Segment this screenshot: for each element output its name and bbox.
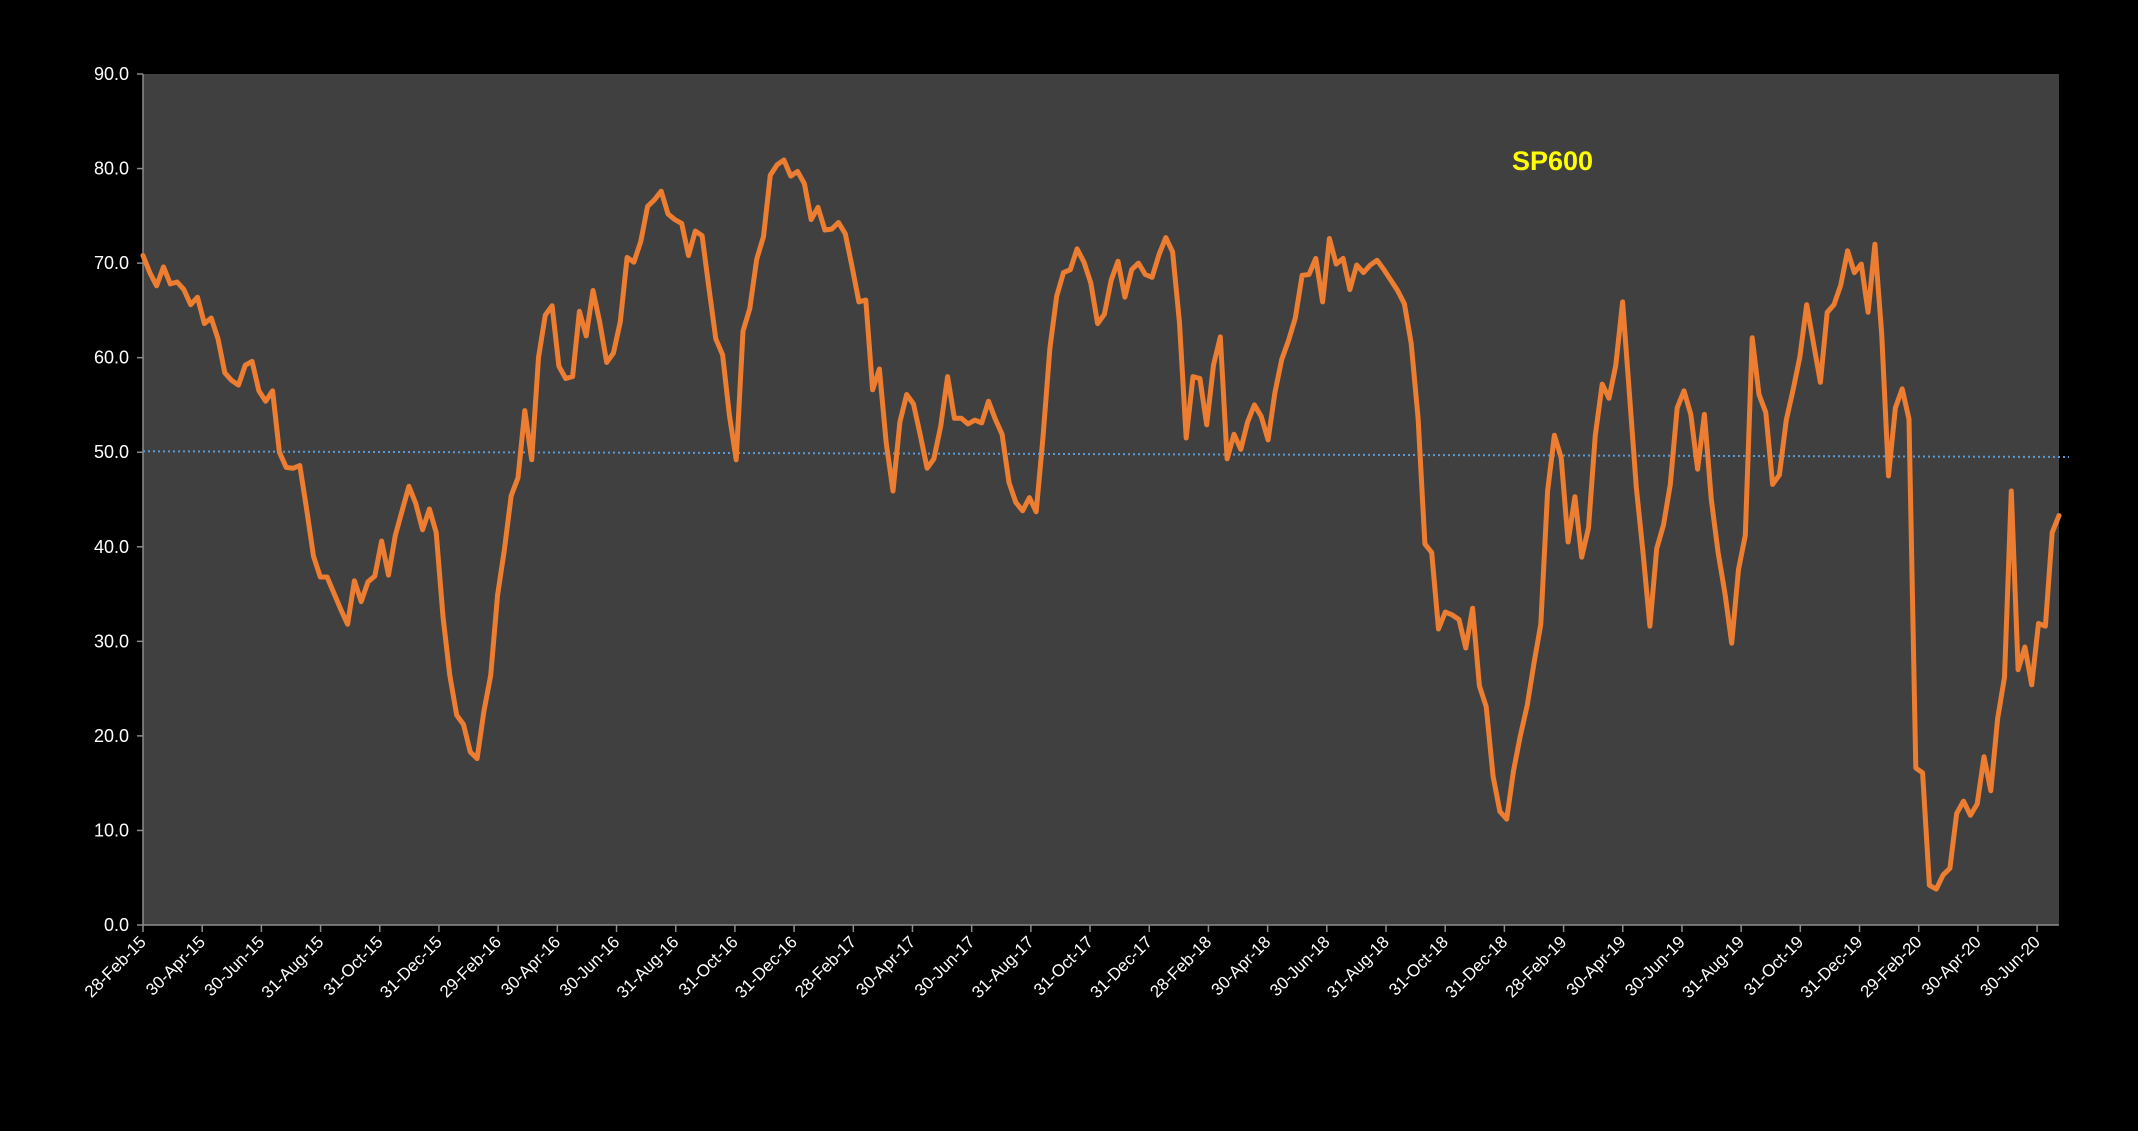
series-line-sp600 bbox=[140, 157, 2062, 892]
y-tick-label: 0.0 bbox=[104, 915, 129, 935]
plot-area bbox=[143, 74, 2059, 925]
y-tick-label: 80.0 bbox=[94, 159, 129, 179]
series-group bbox=[140, 157, 2062, 892]
y-tick-label: 50.0 bbox=[94, 442, 129, 462]
y-tick-label: 10.0 bbox=[94, 820, 129, 840]
y-tick-label: 30.0 bbox=[94, 631, 129, 651]
y-tick-label: 90.0 bbox=[94, 64, 129, 84]
y-tick-label: 70.0 bbox=[94, 253, 129, 273]
y-tick-label: 60.0 bbox=[94, 348, 129, 368]
axes bbox=[137, 73, 2059, 932]
y-tick-label: 40.0 bbox=[94, 537, 129, 557]
y-axis-tick-labels: 0.0 10.0 20.0 30.0 40.0 50.0 60.0 70.0 80.0 90.0 bbox=[94, 64, 129, 935]
chart-title: SP600 bbox=[1512, 146, 1593, 176]
y-tick-label: 20.0 bbox=[94, 726, 129, 746]
